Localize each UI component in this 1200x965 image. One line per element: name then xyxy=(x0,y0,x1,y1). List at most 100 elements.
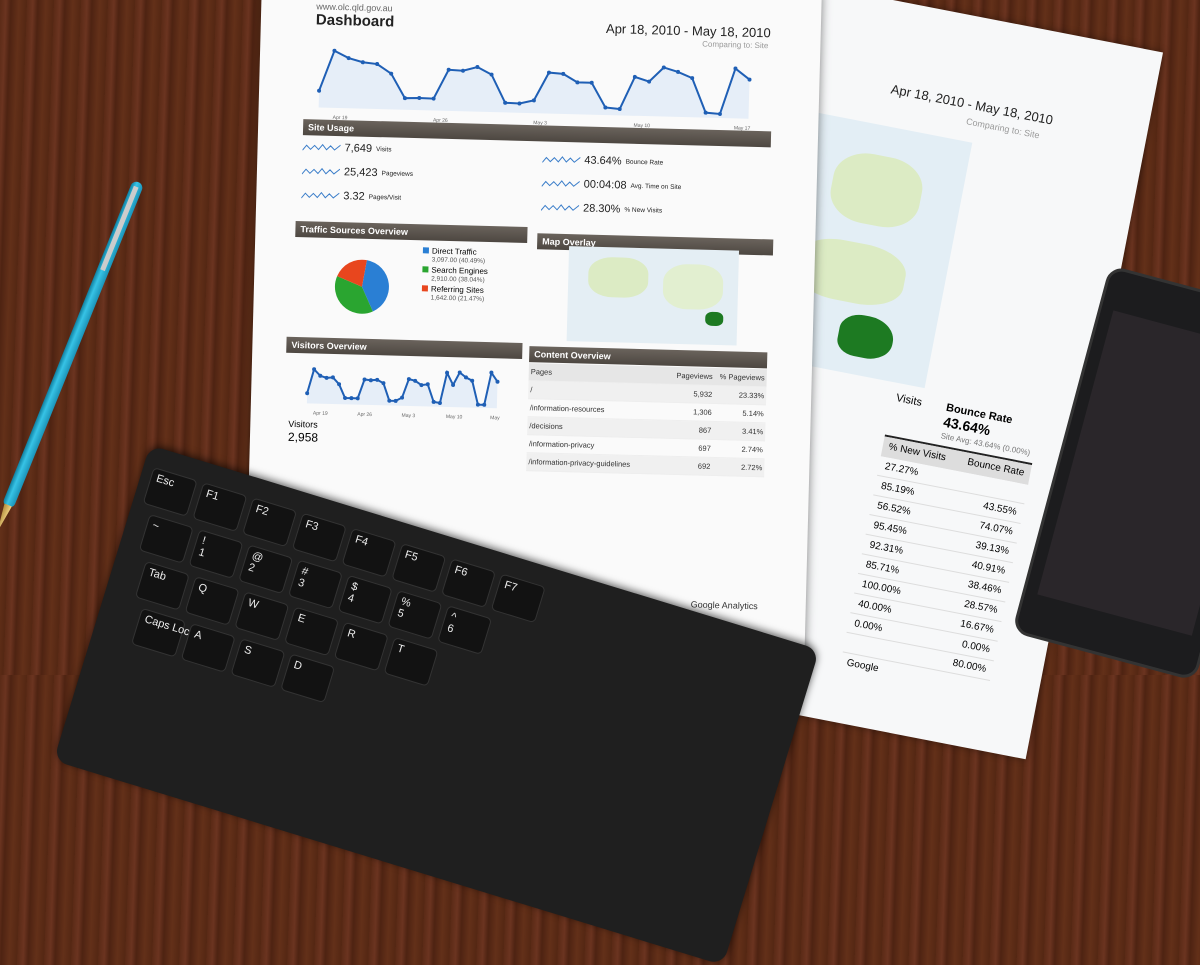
data-point xyxy=(393,398,398,403)
key[interactable]: ~ xyxy=(138,513,194,564)
metric-label: % New Visits xyxy=(624,206,663,215)
key[interactable]: ! 1 xyxy=(188,529,244,579)
data-point xyxy=(312,367,317,372)
key[interactable]: $ 4 xyxy=(337,574,393,625)
metric-label: Bounce Rate xyxy=(625,158,664,167)
x-tick-label: Apr 26 xyxy=(433,118,448,124)
data-point xyxy=(489,370,494,375)
legend-detail: 2,910.00 (38.04%) xyxy=(431,275,485,284)
metric-label: Pageviews xyxy=(381,169,414,178)
data-point xyxy=(317,88,322,93)
legend-item: Referring Sites 1,642.00 (21.47%) xyxy=(421,284,488,303)
metric-label: Pages/Visit xyxy=(368,193,402,202)
content-table: Pages Pageviews % Pageviews / 5,932 23.33% /i… xyxy=(526,363,767,478)
metric-avg-time-on-site: 00:04:08 Avg. Time on Site xyxy=(541,177,682,193)
data-point xyxy=(346,56,351,61)
key[interactable]: T xyxy=(383,636,439,687)
key[interactable]: ^ 6 xyxy=(437,605,493,655)
table-cell: 100.00% xyxy=(860,578,902,598)
data-point xyxy=(603,105,608,110)
table-cell: 1,306 xyxy=(692,407,712,417)
data-point xyxy=(324,375,329,380)
key[interactable]: Caps Lock xyxy=(130,607,196,658)
page2-visits-label: Visits xyxy=(895,392,923,409)
key[interactable]: R xyxy=(333,621,389,672)
key[interactable]: Esc xyxy=(142,467,198,517)
data-point xyxy=(503,100,508,105)
x-tick-label: May 3 xyxy=(533,120,547,126)
sparkline-icon xyxy=(540,204,580,211)
sparkline-icon xyxy=(301,191,340,199)
australia-region xyxy=(834,311,897,363)
key[interactable]: Tab xyxy=(134,560,190,611)
key[interactable]: D xyxy=(280,653,336,704)
key[interactable]: F7 xyxy=(490,573,546,624)
metric-label: Visits xyxy=(376,145,392,153)
table-cell: 3.41% xyxy=(741,426,764,437)
x-tick-label: Apr 26 xyxy=(357,412,372,418)
world-map xyxy=(566,246,740,346)
key[interactable]: F1 xyxy=(192,482,248,533)
col-header: Pageviews xyxy=(676,370,713,381)
data-point xyxy=(349,396,354,401)
pie-slice xyxy=(361,260,389,312)
data-point xyxy=(355,396,360,401)
data-point xyxy=(437,401,442,406)
data-point xyxy=(647,79,652,84)
table-cell: 74.07% xyxy=(978,520,1014,538)
data-point xyxy=(381,381,386,386)
data-point xyxy=(470,378,475,383)
area-fill xyxy=(306,369,498,409)
table-cell: 27.27% xyxy=(883,461,920,479)
table-cell: /decisions xyxy=(529,421,563,432)
area-fill xyxy=(318,50,750,119)
key[interactable]: F3 xyxy=(291,512,347,563)
key[interactable]: F6 xyxy=(440,558,497,609)
page-title: Dashboard xyxy=(315,11,395,31)
date-range: Apr 18, 2010 - May 18, 2010 xyxy=(605,21,771,41)
key[interactable]: A xyxy=(180,622,236,673)
metric-value: 3.32 xyxy=(343,190,365,203)
table-cell: 85.19% xyxy=(880,480,916,499)
x-tick-label: Apr 19 xyxy=(333,115,348,121)
table-cell: 43.55% xyxy=(982,500,1018,518)
data-point xyxy=(425,382,430,387)
data-point xyxy=(318,373,323,378)
key[interactable]: E xyxy=(284,606,340,657)
table-cell: 56.52% xyxy=(876,500,912,518)
page2-stats: Visits Bounce Rate 43.64% Site Avg: 43.64%… xyxy=(839,387,1042,699)
key[interactable]: # 3 xyxy=(287,559,344,610)
data-point xyxy=(451,382,456,387)
legend-detail: 1,642.00 (21.47%) xyxy=(430,294,485,303)
data-point xyxy=(417,95,422,100)
x-tick-label: May 10 xyxy=(634,123,651,129)
data-point xyxy=(617,107,622,112)
table-cell: 85.71% xyxy=(864,559,901,577)
legend-label: Search Engines xyxy=(431,265,488,276)
google-analytics-footer: Google Analytics xyxy=(690,599,758,612)
key[interactable]: S xyxy=(230,638,286,688)
key[interactable]: Q xyxy=(184,576,240,626)
table-cell: 697 xyxy=(698,443,711,453)
table-cell: 28.57% xyxy=(963,598,999,617)
metric-value: 25,423 xyxy=(343,166,378,180)
key[interactable]: @ 2 xyxy=(238,544,294,595)
key[interactable]: F5 xyxy=(391,543,447,593)
data-point xyxy=(717,111,722,116)
key[interactable]: % 5 xyxy=(387,589,443,640)
pie-slice xyxy=(337,259,367,287)
key[interactable]: F2 xyxy=(242,497,298,548)
table-cell: 40.91% xyxy=(970,559,1007,577)
key[interactable]: F4 xyxy=(341,527,397,578)
x-tick-label: May 3 xyxy=(402,413,416,419)
data-point xyxy=(495,379,500,384)
data-point xyxy=(457,370,462,375)
metric-bounce-rate: 43.64% Bounce Rate xyxy=(542,153,663,168)
sparkline-icon xyxy=(302,143,341,151)
data-point xyxy=(343,395,348,400)
table-cell: 23.33% xyxy=(738,390,765,401)
data-point xyxy=(446,67,451,72)
key[interactable]: W xyxy=(234,591,290,642)
visits-line-chart: Apr 19 Apr 26 May 3 May 10 May 17 xyxy=(317,48,752,132)
data-point xyxy=(575,80,580,85)
